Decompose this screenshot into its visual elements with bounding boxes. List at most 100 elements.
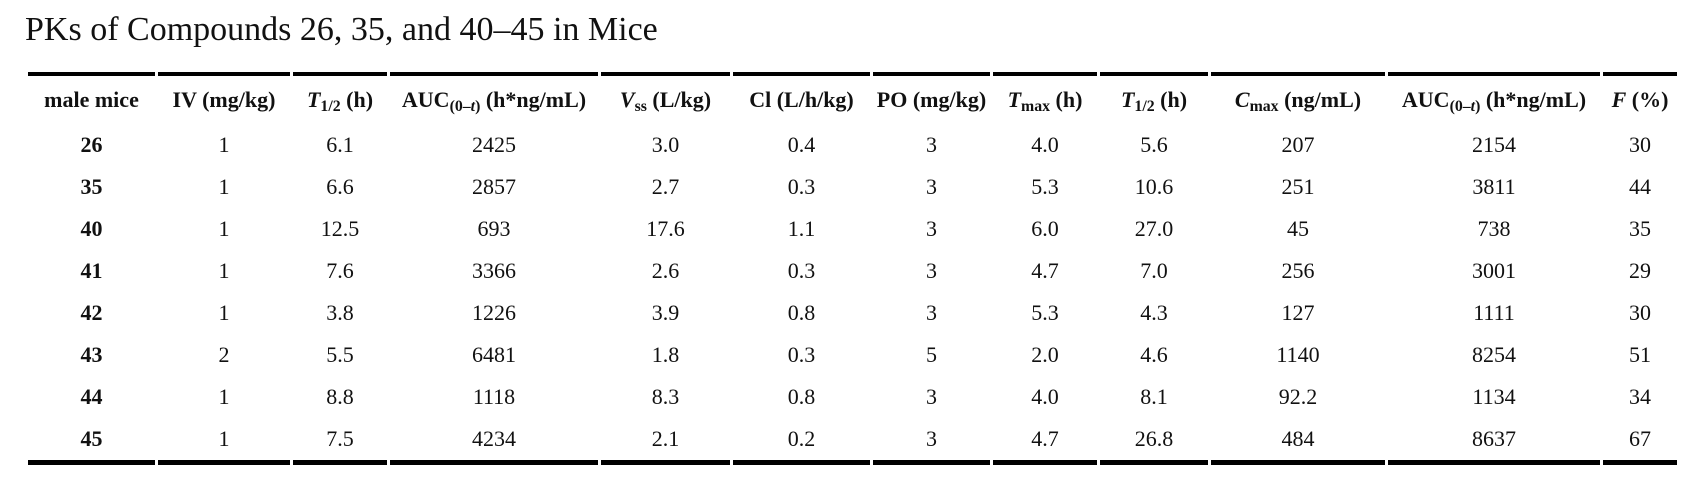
cell-vss: 3.0 bbox=[651, 131, 680, 157]
cell-po-dose: 3 bbox=[926, 131, 937, 157]
cell-f-percent: 30 bbox=[1629, 131, 1651, 157]
cell-vss: 2.7 bbox=[651, 173, 680, 199]
cell-vss: 1.8 bbox=[651, 341, 680, 367]
cell-cl: 1.1 bbox=[787, 215, 816, 241]
cell-cmax: 127 bbox=[1281, 299, 1315, 325]
header-text-fragment: AUC bbox=[1401, 86, 1450, 112]
cell-iv-auc: 2857 bbox=[472, 173, 516, 199]
column-header-iv-dose: IV (mg/kg) bbox=[158, 71, 290, 124]
cell-tmax: 5.3 bbox=[1031, 299, 1059, 325]
cell-tmax: 6.0 bbox=[1031, 215, 1059, 241]
header-row: male mice IV (mg/kg) T1/2 (h) AUC(0–t) (h*n… bbox=[28, 71, 1677, 124]
table-row-compound-26: 26 1 6.1 2425 3.0 0.4 3 4.0 5.6 207 2154 30 bbox=[28, 124, 1677, 166]
header-text-fragment: V bbox=[619, 86, 635, 112]
cell-iv-dose: 1 bbox=[218, 215, 230, 241]
header-text-fragment: ) bbox=[1475, 98, 1481, 116]
cell-f-percent: 29 bbox=[1629, 257, 1651, 283]
column-header-cl: Cl (L/h/kg) bbox=[733, 71, 870, 124]
column-header-po-t-half: T1/2 (h) bbox=[1100, 71, 1208, 124]
header-text-fragment: 1/2 bbox=[320, 98, 341, 116]
cell-po-dose: 3 bbox=[926, 173, 937, 199]
compound-id: 42 bbox=[80, 299, 103, 325]
table-row-compound-40: 40 1 12.5 693 17.6 1.1 3 6.0 27.0 45 738 35 bbox=[28, 208, 1677, 250]
column-header-cmax: Cmax (ng/mL) bbox=[1211, 71, 1385, 124]
header-text-fragment: F bbox=[1611, 86, 1627, 112]
cell-iv-dose: 1 bbox=[218, 257, 230, 283]
cell-iv-auc: 1118 bbox=[472, 383, 516, 409]
cell-vss: 3.9 bbox=[651, 299, 680, 325]
cell-iv-dose: 1 bbox=[158, 418, 290, 465]
compound-id: 45 bbox=[28, 418, 155, 465]
header-text-fragment: max bbox=[1249, 98, 1279, 116]
cell-po-t-half: 4.6 bbox=[1140, 341, 1168, 367]
compound-id: 35 bbox=[80, 173, 103, 199]
table-title: PKs of Compounds 26, 35, and 40–45 in Mi… bbox=[25, 11, 658, 48]
cell-iv-t-half: 12.5 bbox=[320, 215, 360, 241]
header-text-fragment: IV (mg/kg) bbox=[172, 86, 276, 112]
cell-iv-t-half: 7.5 bbox=[293, 418, 387, 465]
cell-iv-t-half: 6.1 bbox=[326, 131, 354, 157]
table-body: 26 1 6.1 2425 3.0 0.4 3 4.0 5.6 207 2154 30 35 1 6.6 28… bbox=[28, 124, 1677, 465]
column-header-po-auc: AUC(0–t) (h*ng/mL) bbox=[1388, 71, 1600, 124]
cell-tmax: 4.7 bbox=[1031, 257, 1059, 283]
cell-tmax: 4.0 bbox=[1031, 383, 1059, 409]
table-row-compound-44: 44 1 8.8 1118 8.3 0.8 3 4.0 8.1 92.2 1134 34 bbox=[28, 376, 1677, 418]
cell-tmax: 5.3 bbox=[1031, 173, 1059, 199]
header-text-fragment: t bbox=[1470, 98, 1476, 116]
compound-id: 41 bbox=[80, 257, 103, 283]
header-text-fragment: AUC bbox=[401, 86, 450, 112]
cell-cl: 0.8 bbox=[787, 299, 816, 325]
header-text-fragment: (%) bbox=[1626, 86, 1669, 112]
cell-po-auc: 2154 bbox=[1472, 131, 1516, 157]
cell-po-t-half: 26.8 bbox=[1100, 418, 1208, 465]
cell-cmax: 484 bbox=[1211, 418, 1385, 465]
cell-iv-auc: 6481 bbox=[472, 341, 516, 367]
cell-iv-dose: 1 bbox=[218, 299, 230, 325]
cell-po-auc: 1134 bbox=[1472, 383, 1516, 409]
cell-po-t-half: 10.6 bbox=[1134, 173, 1174, 199]
compound-id: 44 bbox=[80, 383, 103, 409]
cell-vss: 2.6 bbox=[651, 257, 680, 283]
cell-iv-auc: 1226 bbox=[472, 299, 516, 325]
cell-tmax: 4.7 bbox=[993, 418, 1097, 465]
header-text-fragment: C bbox=[1234, 86, 1250, 112]
cell-cl: 0.3 bbox=[787, 341, 816, 367]
cell-cl: 0.3 bbox=[787, 173, 816, 199]
cell-f-percent: 35 bbox=[1629, 215, 1651, 241]
cell-po-t-half: 5.6 bbox=[1140, 131, 1168, 157]
cell-cl: 0.3 bbox=[787, 257, 816, 283]
header-text-fragment: (h*ng/mL) bbox=[1480, 86, 1587, 112]
cell-po-auc: 8637 bbox=[1388, 418, 1600, 465]
column-header-iv-t-half: T1/2 (h) bbox=[293, 71, 387, 124]
column-header-tmax: Tmax (h) bbox=[993, 71, 1097, 124]
cell-po-dose: 3 bbox=[873, 418, 990, 465]
cell-iv-auc: 2425 bbox=[472, 131, 516, 157]
cell-cmax: 256 bbox=[1281, 257, 1315, 283]
cell-po-t-half: 4.3 bbox=[1140, 299, 1168, 325]
cell-iv-t-half: 7.6 bbox=[326, 257, 354, 283]
cell-iv-dose: 1 bbox=[218, 383, 230, 409]
header-text-fragment: male mice bbox=[44, 86, 139, 112]
table-row-compound-42: 42 1 3.8 1226 3.9 0.8 3 5.3 4.3 127 1111 30 bbox=[28, 292, 1677, 334]
cell-po-dose: 5 bbox=[926, 341, 937, 367]
paper-page: PKs of Compounds 26, 35, and 40–45 in Mi… bbox=[25, 11, 1677, 465]
header-text-fragment: (h) bbox=[340, 86, 374, 112]
table-row-compound-43: 43 2 5.5 6481 1.8 0.3 5 2.0 4.6 1140 8254 51 bbox=[28, 334, 1677, 376]
cell-po-auc: 3001 bbox=[1472, 257, 1516, 283]
cell-cl: 0.8 bbox=[787, 383, 816, 409]
header-text-fragment: Cl (L/h/kg) bbox=[749, 86, 854, 112]
header-text-fragment: (h) bbox=[1050, 86, 1083, 112]
table-row-compound-41: 41 1 7.6 3366 2.6 0.3 3 4.7 7.0 256 3001 29 bbox=[28, 250, 1677, 292]
header-text-fragment: (0– bbox=[1449, 98, 1471, 116]
cell-cmax: 92.2 bbox=[1278, 383, 1318, 409]
cell-iv-auc: 693 bbox=[477, 215, 511, 241]
cell-po-auc: 8254 bbox=[1472, 341, 1516, 367]
cell-po-dose: 3 bbox=[926, 257, 937, 283]
header-text-fragment: T bbox=[306, 86, 321, 112]
header-text-fragment: (0– bbox=[449, 98, 471, 116]
cell-iv-t-half: 5.5 bbox=[326, 341, 354, 367]
header-text-fragment: ss bbox=[634, 98, 647, 116]
header-text-fragment: t bbox=[470, 98, 476, 116]
cell-vss: 8.3 bbox=[651, 383, 680, 409]
cell-iv-auc: 4234 bbox=[390, 418, 598, 465]
